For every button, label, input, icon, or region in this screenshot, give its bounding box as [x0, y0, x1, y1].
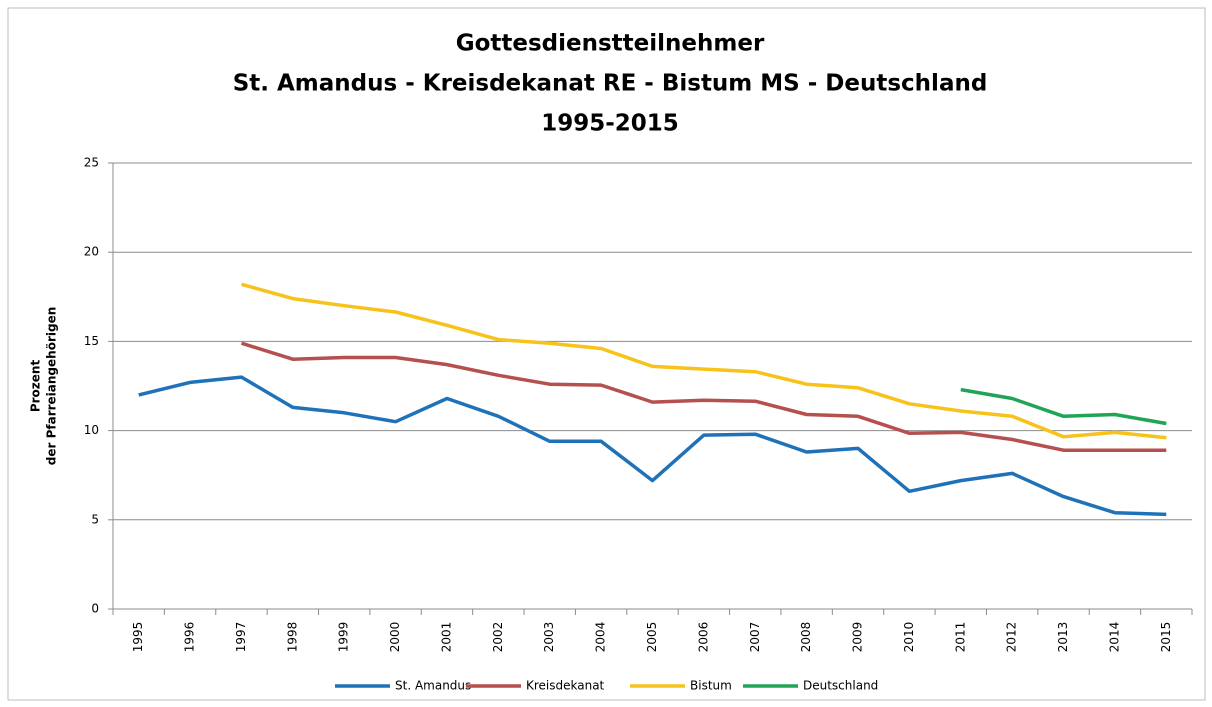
chart-title: Gottesdienstteilnehmer: [456, 31, 765, 57]
x-tick-label: 2002: [491, 622, 505, 653]
x-tick: 2012: [1005, 622, 1019, 653]
data-line: [240, 341, 1167, 452]
legend-label: Kreisdekanat: [526, 679, 605, 693]
x-tick-label: 2003: [542, 622, 556, 653]
legend-label: St. Amandus: [395, 679, 471, 693]
x-tick: 2002: [491, 622, 505, 653]
x-tick-label: 2011: [953, 622, 967, 653]
chart-frame: [7, 7, 1206, 701]
x-tick-label: 2013: [1056, 622, 1070, 653]
x-tick: 2006: [696, 622, 710, 653]
x-tick: 1998: [285, 622, 299, 653]
x-tick-label: 1996: [183, 622, 197, 653]
x-tick: 1995: [131, 622, 145, 653]
x-tick: 2007: [748, 622, 762, 653]
x-tick: 2008: [799, 622, 813, 653]
x-tick-label: 2014: [1107, 622, 1121, 653]
x-tick-label: 1997: [234, 622, 248, 653]
x-tick-label: 1999: [337, 622, 351, 653]
x-tick: 2011: [953, 622, 967, 653]
chart-title: 1995-2015: [541, 111, 679, 137]
x-tick-label: 1995: [131, 622, 145, 653]
x-tick-label: 2006: [696, 622, 710, 653]
x-tick: 2004: [594, 622, 608, 653]
x-tick: 2013: [1056, 622, 1070, 653]
x-tick: 2009: [851, 622, 865, 653]
x-tick: 1997: [234, 622, 248, 653]
data-line: [960, 387, 1167, 426]
y-tick-label: 15: [84, 334, 99, 348]
x-tick: 2014: [1107, 622, 1121, 653]
y-axis-label: Prozent der Pfarreiangehörigen: [29, 307, 59, 465]
x-tick: 1996: [183, 622, 197, 653]
chart-title: St. Amandus - Kreisdekanat RE - Bistum M…: [233, 71, 988, 97]
y-tick-label: 5: [91, 512, 99, 526]
legend-label: Deutschland: [803, 679, 878, 693]
x-tick-label: 2012: [1005, 622, 1019, 653]
x-tick-label: 2009: [851, 622, 865, 653]
x-tick-label: 2001: [439, 622, 453, 653]
x-tick: 2015: [1159, 622, 1173, 653]
x-tick-label: 1998: [285, 622, 299, 653]
x-tick-label: 2015: [1159, 622, 1173, 653]
y-tick-label: 0: [91, 602, 99, 616]
x-tick-label: 2010: [902, 622, 916, 653]
x-tick-label: 2008: [799, 622, 813, 653]
y-tick-label: 25: [84, 156, 99, 170]
x-tick-label: 2004: [594, 622, 608, 653]
y-axis-label-line: der Pfarreiangehörigen: [45, 307, 59, 465]
x-tick: 1999: [337, 622, 351, 653]
x-tick: 2003: [542, 622, 556, 653]
data-line: [138, 375, 1167, 517]
x-tick: 2000: [388, 622, 402, 653]
data-line: [241, 282, 1167, 440]
x-tick: 2001: [439, 622, 453, 653]
legend-label: Bistum: [690, 679, 732, 693]
x-tick: 2010: [902, 622, 916, 653]
x-tick-label: 2005: [645, 622, 659, 653]
y-tick-label: 10: [84, 423, 99, 437]
x-tick-label: 2000: [388, 622, 402, 653]
y-tick-label: 20: [84, 245, 99, 259]
x-tick-label: 2007: [748, 622, 762, 653]
y-axis-label-line: Prozent: [29, 360, 43, 413]
x-tick: 2005: [645, 622, 659, 653]
